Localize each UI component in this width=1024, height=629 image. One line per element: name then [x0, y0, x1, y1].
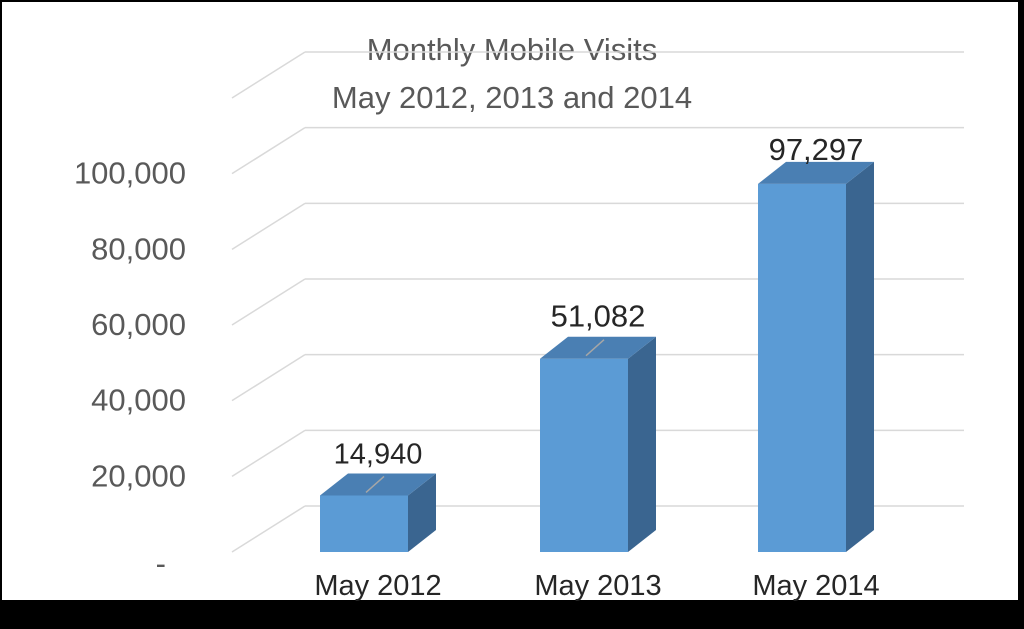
grid-diagonal-1 — [231, 429, 306, 477]
bar-1 — [540, 336, 656, 552]
y-tick-label-5: 100,000 — [74, 156, 186, 191]
bar-side-0 — [408, 473, 436, 552]
x-category-label-1: May 2013 — [534, 570, 661, 602]
y-tick-label-3: 60,000 — [91, 307, 186, 342]
y-tick-label-4: 80,000 — [91, 231, 186, 266]
grid-diagonal-4 — [231, 202, 306, 250]
data-label-1: 51,082 — [551, 299, 646, 334]
bar-front-2 — [758, 183, 846, 553]
x-category-label-0: May 2012 — [314, 570, 441, 602]
bar-top-2 — [758, 161, 874, 184]
bar-front-0 — [320, 495, 408, 552]
x-category-label-2: May 2014 — [752, 570, 879, 602]
grid-diagonal-6 — [231, 51, 306, 99]
bar-top-0 — [320, 473, 436, 496]
chart-subtitle: May 2012, 2013 and 2014 — [332, 80, 692, 115]
bar-side-1 — [628, 336, 656, 552]
chart-title: Monthly Mobile Visits — [367, 32, 658, 67]
data-labels: 14,940 51,082 97,297 — [334, 132, 864, 494]
bar-side-2 — [846, 161, 874, 553]
grid-diagonal-5 — [231, 127, 306, 175]
grid-diagonal-3 — [231, 278, 306, 326]
bar-top-1 — [540, 336, 656, 359]
bars — [320, 161, 874, 553]
bar-front-1 — [540, 358, 628, 552]
data-label-leader-1 — [585, 339, 605, 357]
bar-2 — [758, 161, 874, 553]
x-axis-categories: May 2012 May 2013 May 2014 — [314, 570, 879, 602]
data-label-leader-0 — [365, 475, 385, 494]
y-tick-label-2: 40,000 — [91, 383, 186, 418]
data-label-2: 97,297 — [769, 132, 864, 167]
bar-0 — [320, 473, 436, 552]
grid-diagonal-2 — [231, 354, 306, 402]
grid-diagonal-0 — [231, 505, 306, 553]
y-tick-label-1: 20,000 — [91, 458, 186, 493]
data-label-0: 14,940 — [334, 438, 423, 470]
y-axis-ticks: - 20,000 40,000 60,000 80,000 100,000 — [74, 156, 186, 581]
y-tick-label-0: - — [156, 546, 166, 581]
bottom-band — [0, 600, 1024, 629]
